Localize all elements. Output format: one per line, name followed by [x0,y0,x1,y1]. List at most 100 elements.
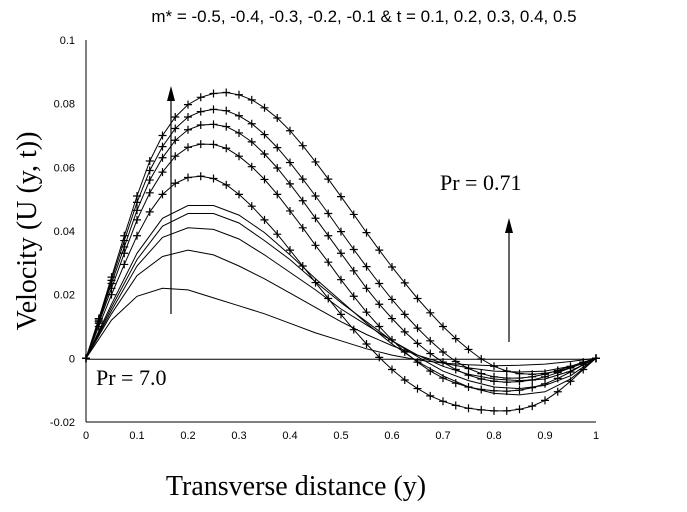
plus-marker [145,166,154,175]
plus-marker [413,384,422,393]
plus-marker [490,386,498,395]
plus-marker [196,172,205,181]
plus-marker [400,347,409,356]
plus-marker [120,260,129,269]
plus-marker [196,107,205,116]
plus-marker [222,144,231,153]
plus-marker [375,279,384,288]
y-axis-title: Velocity (U (y, t)) [12,132,43,331]
plus-marker [464,404,473,413]
plus-marker [145,176,154,185]
plus-marker [184,143,192,152]
plus-marker [566,377,575,386]
plus-marker [158,168,167,177]
plus-marker [426,349,435,358]
plus-marker [235,111,243,120]
plus-marker [260,175,269,184]
plus-marker [222,106,231,115]
plus-marker [171,136,180,145]
x-tick-label: 0.4 [282,430,297,442]
plus-marker [362,228,371,237]
plus-marker [400,278,409,287]
plus-marker [400,375,409,384]
plus-marker [337,249,345,258]
plus-marker [349,325,358,334]
plus-marker [209,120,218,129]
annotation-pr-0-71: Pr = 0.71 [440,170,521,195]
plus-marker [451,365,460,374]
plus-marker [260,103,269,112]
plus-marker [107,273,116,282]
plus-marker [260,130,269,139]
plus-marker [553,387,562,396]
plus-marker [145,188,154,197]
plus-marker [222,180,231,189]
plus-marker [375,353,384,362]
plus-marker [196,140,205,149]
plus-marker [158,190,167,199]
plus-marker [592,354,600,363]
plus-marker [171,124,180,133]
plus-marker [337,275,345,284]
plus-marker [349,266,358,275]
plus-marker [337,192,345,201]
plus-marker [324,294,333,303]
plus-marker [158,142,167,151]
plus-marker [388,295,396,304]
annotation-pr-7-0: Pr = 7.0 [96,365,166,390]
plus-marker [388,335,396,344]
plus-marker [209,105,218,114]
plus-marker [464,345,473,354]
plus-marker [502,387,511,396]
plus-marker [477,405,486,414]
arrow-pr-071-head [505,218,513,233]
plus-marker [362,308,371,317]
y-tick-labels: -0.02 0 0.02 0.04 0.06 0.08 0.1 [50,35,75,429]
plus-marker [311,191,320,200]
plus-marker [209,140,218,149]
plus-marker [490,372,498,381]
x-tick-label: 0 [83,430,89,442]
plus-marker [464,382,473,391]
plus-marker [439,358,447,367]
plus-marker [388,365,396,374]
plus-marker [439,347,447,356]
annotation-arrows [167,86,513,342]
plus-marker [426,367,435,376]
y-tick-label: 0 [69,353,75,365]
plus-marker [94,314,103,323]
plus-marker [566,363,575,372]
plus-marker [400,327,409,336]
plus-marker [273,190,282,199]
plus-marker [133,215,141,224]
plus-marker [439,397,447,406]
plus-marker [337,227,345,236]
plus-marker [490,362,498,371]
y-tick-label: 0.06 [54,162,75,174]
plus-marker [184,125,192,134]
x-tick-label: 0.8 [486,430,501,442]
plus-marker [426,308,435,317]
plus-marker [209,89,218,98]
plus-marker [451,401,460,410]
plus-marker [311,278,320,287]
plus-marker [222,88,231,97]
plus-marker [464,364,473,373]
plus-marker [451,379,460,388]
plus-marker [286,206,294,215]
plus-marker [196,93,205,102]
plus-marker [184,113,192,122]
plus-marker [362,284,371,293]
plus-marker [451,334,460,343]
plus-marker [502,367,511,376]
x-tick-label: 0.2 [180,430,195,442]
plus-marker [553,367,562,376]
plus-marker [528,383,537,392]
plus-marker [477,354,486,363]
plus-marker [209,174,218,183]
plus-marker [311,157,320,166]
plus-marker [171,179,180,188]
plus-marker [388,262,396,271]
plus-marker [349,210,358,219]
